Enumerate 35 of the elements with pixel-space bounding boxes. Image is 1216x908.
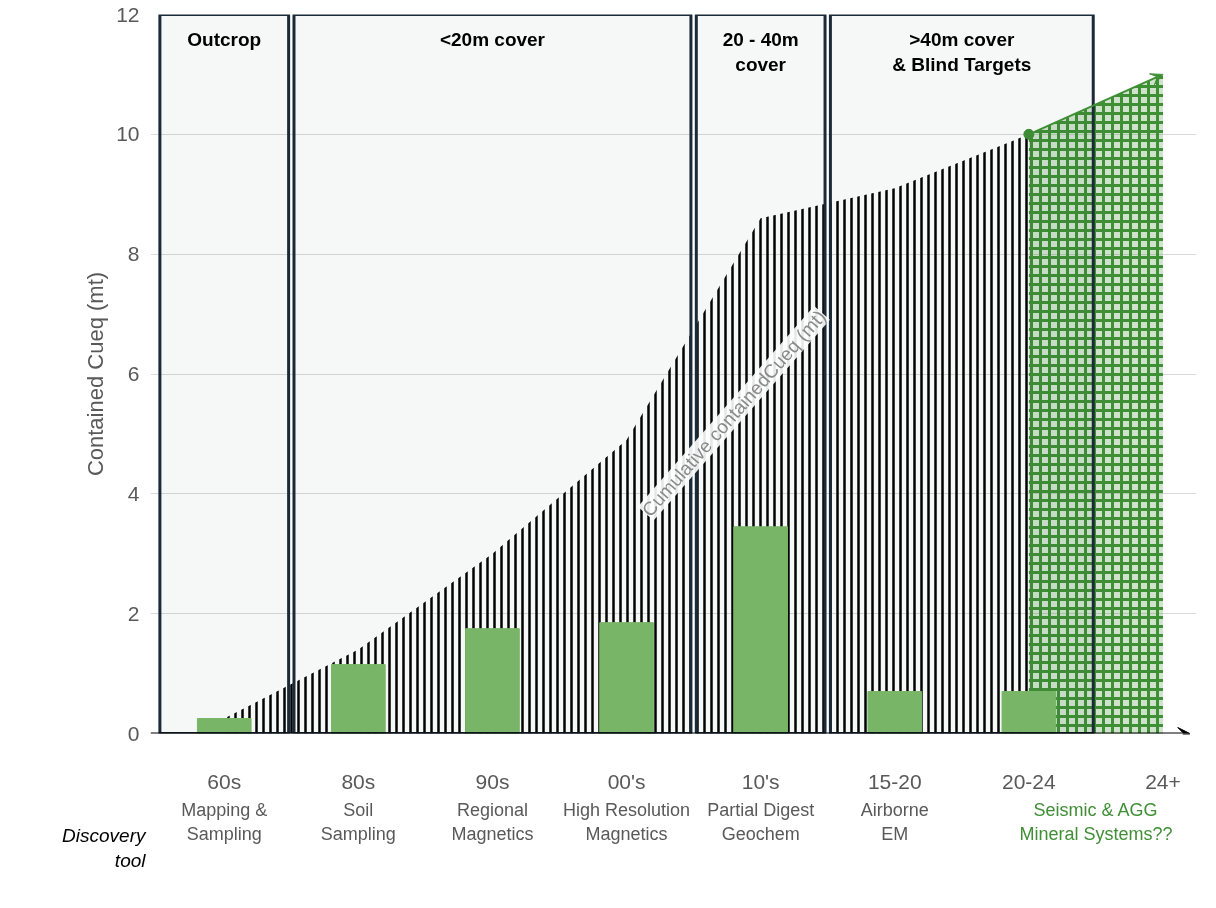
text: Airborne EM	[860, 799, 929, 844]
y-tick-label: 12	[116, 2, 140, 26]
bar	[599, 622, 654, 734]
x-tick-label: 15-20	[867, 769, 922, 793]
y-tick-label: 4	[127, 481, 140, 505]
x-tick-label: 90s	[475, 769, 510, 793]
text: Partial Digest Geochem	[707, 799, 815, 844]
y-tick-label: 0	[127, 721, 140, 745]
band-label: >40m cover & Blind Targets	[892, 28, 1032, 75]
y-tick-label: 2	[127, 601, 140, 625]
text: Regional Magnetics	[451, 799, 534, 844]
x-tick-label: 60s	[207, 769, 242, 793]
bar	[196, 718, 252, 734]
text: Seismic & AGG Mineral Systems??	[1019, 799, 1173, 844]
x-tick-label: 24+	[1145, 769, 1181, 793]
bar	[465, 628, 520, 734]
y-axis-title: Contained Cueq (mt)	[83, 271, 109, 477]
text: Soil Sampling	[320, 799, 396, 844]
bar	[733, 526, 788, 734]
x-tick-label: 20-24	[1002, 769, 1057, 793]
band-label: 20 - 40m cover	[722, 28, 799, 75]
bar	[867, 691, 923, 734]
x-tick-label: 10's	[741, 769, 780, 793]
bar	[1001, 691, 1057, 734]
x-tick-label: 80s	[341, 769, 376, 793]
y-tick-label: 10	[116, 122, 140, 146]
text: Discovery tool	[62, 824, 147, 872]
x-tick-label: 00's	[607, 769, 646, 793]
band-label: Outcrop	[187, 28, 262, 50]
bar	[331, 664, 386, 734]
text: Mapping & Sampling	[181, 799, 268, 844]
band-label: <20m cover	[439, 28, 546, 50]
text: High Resolution Magnetics	[563, 799, 691, 844]
y-tick-label: 8	[127, 242, 140, 266]
y-tick-label: 6	[127, 362, 140, 385]
